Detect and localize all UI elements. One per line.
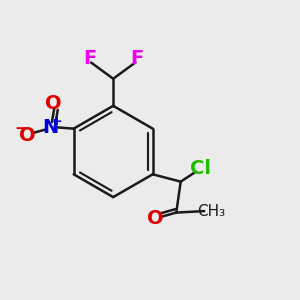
Text: O: O bbox=[45, 94, 61, 113]
Text: +: + bbox=[51, 115, 62, 128]
Text: −: − bbox=[14, 121, 27, 136]
Text: F: F bbox=[130, 49, 143, 68]
Text: CH₃: CH₃ bbox=[197, 204, 226, 219]
Text: F: F bbox=[83, 49, 96, 68]
Text: Cl: Cl bbox=[190, 159, 211, 178]
Text: O: O bbox=[20, 126, 36, 145]
Text: O: O bbox=[147, 209, 164, 228]
Text: N: N bbox=[42, 118, 58, 137]
